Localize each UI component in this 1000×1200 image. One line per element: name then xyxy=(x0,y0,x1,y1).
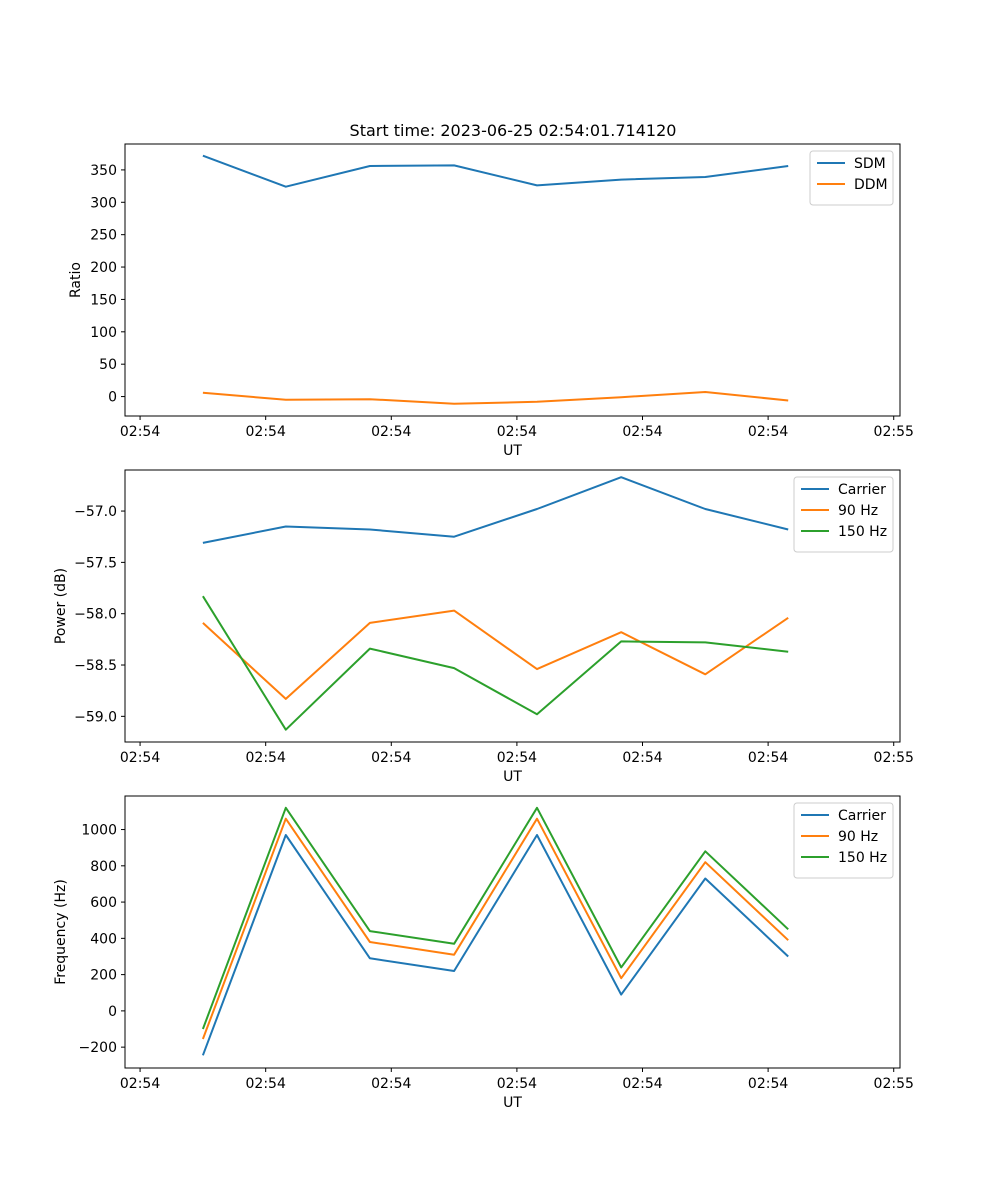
y-tick-label: −200 xyxy=(79,1040,117,1056)
x-tick-label: 02:54 xyxy=(622,1076,662,1092)
y-tick-label: 0 xyxy=(108,1004,117,1020)
y-tick-label: 300 xyxy=(90,195,117,211)
legend-entry: 90 Hz xyxy=(838,829,878,845)
y-tick-label: 350 xyxy=(90,163,117,179)
x-tick-label: 02:55 xyxy=(874,750,914,766)
axes-frame xyxy=(124,795,901,1069)
legend-box xyxy=(793,802,894,879)
x-tick-label: 02:54 xyxy=(120,424,160,440)
x-tick-label: 02:54 xyxy=(497,424,537,440)
subplot-3: 02:54 02:54 02:54 02:54 02:54 02:54 02:55 −200 0… xyxy=(53,795,914,1111)
y-tick-label: −57.5 xyxy=(74,555,117,571)
legend-box xyxy=(809,150,894,206)
y-axis-label: Power (dB) xyxy=(53,568,69,644)
y-tick-label: 0 xyxy=(108,390,117,406)
legend-entry: SDM xyxy=(854,156,886,172)
x-tick-label: 02:54 xyxy=(748,750,788,766)
x-tick-label: 02:54 xyxy=(120,750,160,766)
subplot-1: 02:54 02:54 02:54 02:54 02:54 02:54 02:55 0 50 10… xyxy=(68,143,914,459)
x-tick-label: 02:54 xyxy=(497,1076,537,1092)
series-line-sdm xyxy=(202,154,789,188)
x-tick-label: 02:54 xyxy=(622,750,662,766)
figure-title: Start time: 2023-06-25 02:54:01.714120 xyxy=(350,121,677,140)
series-line-carrier xyxy=(201,834,789,1056)
y-tick-label: 100 xyxy=(90,325,117,341)
x-tick-label: 02:54 xyxy=(748,424,788,440)
x-tick-label: 02:54 xyxy=(497,750,537,766)
series-line-ddm xyxy=(202,391,789,405)
x-tick-label: 02:54 xyxy=(748,1076,788,1092)
subplots: 02:54 02:54 02:54 02:54 02:54 02:54 02:55 0 50 10… xyxy=(53,143,914,1111)
legend-entry: Carrier xyxy=(838,482,886,498)
x-axis-label: UT xyxy=(503,443,522,459)
y-tick-label: 1000 xyxy=(81,823,117,839)
y-tick-label: 200 xyxy=(90,260,117,276)
y-tick-label: −58.0 xyxy=(74,607,117,623)
legend-entry: Carrier xyxy=(838,808,886,824)
y-tick-label: 200 xyxy=(90,968,117,984)
subplot-2: 02:54 02:54 02:54 02:54 02:54 02:54 02:55 −59.0… xyxy=(53,469,914,785)
x-tick-label: 02:54 xyxy=(371,1076,411,1092)
x-axis-label: UT xyxy=(503,769,522,785)
x-tick-label: 02:54 xyxy=(246,1076,286,1092)
y-axis-label: Ratio xyxy=(68,262,84,298)
series-line-carrier xyxy=(202,476,789,544)
y-tick-label: 50 xyxy=(99,357,117,373)
x-tick-label: 02:55 xyxy=(874,424,914,440)
x-tick-label: 02:54 xyxy=(246,750,286,766)
x-tick-label: 02:54 xyxy=(622,424,662,440)
y-tick-label: 600 xyxy=(90,895,117,911)
legend-entry: 150 Hz xyxy=(838,850,887,866)
x-tick-label: 02:54 xyxy=(120,1076,160,1092)
x-tick-label: 02:54 xyxy=(371,750,411,766)
x-tick-label: 02:54 xyxy=(371,424,411,440)
legend-box xyxy=(793,476,894,553)
axes-frame xyxy=(124,143,901,417)
y-tick-label: −57.0 xyxy=(74,504,117,520)
legend-entry: 150 Hz xyxy=(838,524,887,540)
y-tick-label: 150 xyxy=(90,292,117,308)
y-tick-label: −59.0 xyxy=(74,709,117,725)
series-line-90-hz xyxy=(201,817,789,1040)
legend: Carrier 90 Hz 150 Hz xyxy=(793,476,894,553)
series-line-90-hz xyxy=(202,609,789,700)
y-tick-label: −58.5 xyxy=(74,658,117,674)
legend-entry: DDM xyxy=(854,177,888,193)
x-tick-label: 02:55 xyxy=(874,1076,914,1092)
x-axis-label: UT xyxy=(503,1095,522,1111)
series-line-150-hz xyxy=(201,806,789,1030)
y-tick-label: 250 xyxy=(90,228,117,244)
legend: Carrier 90 Hz 150 Hz xyxy=(793,802,894,879)
axes-frame xyxy=(124,469,901,743)
x-tick-label: 02:54 xyxy=(246,424,286,440)
y-axis-label: Frequency (Hz) xyxy=(53,879,69,985)
legend-entry: 90 Hz xyxy=(838,503,878,519)
series-line-150-hz xyxy=(202,595,789,731)
legend: SDM DDM xyxy=(809,150,894,206)
y-tick-label: 400 xyxy=(90,931,117,947)
y-tick-label: 800 xyxy=(90,859,117,875)
